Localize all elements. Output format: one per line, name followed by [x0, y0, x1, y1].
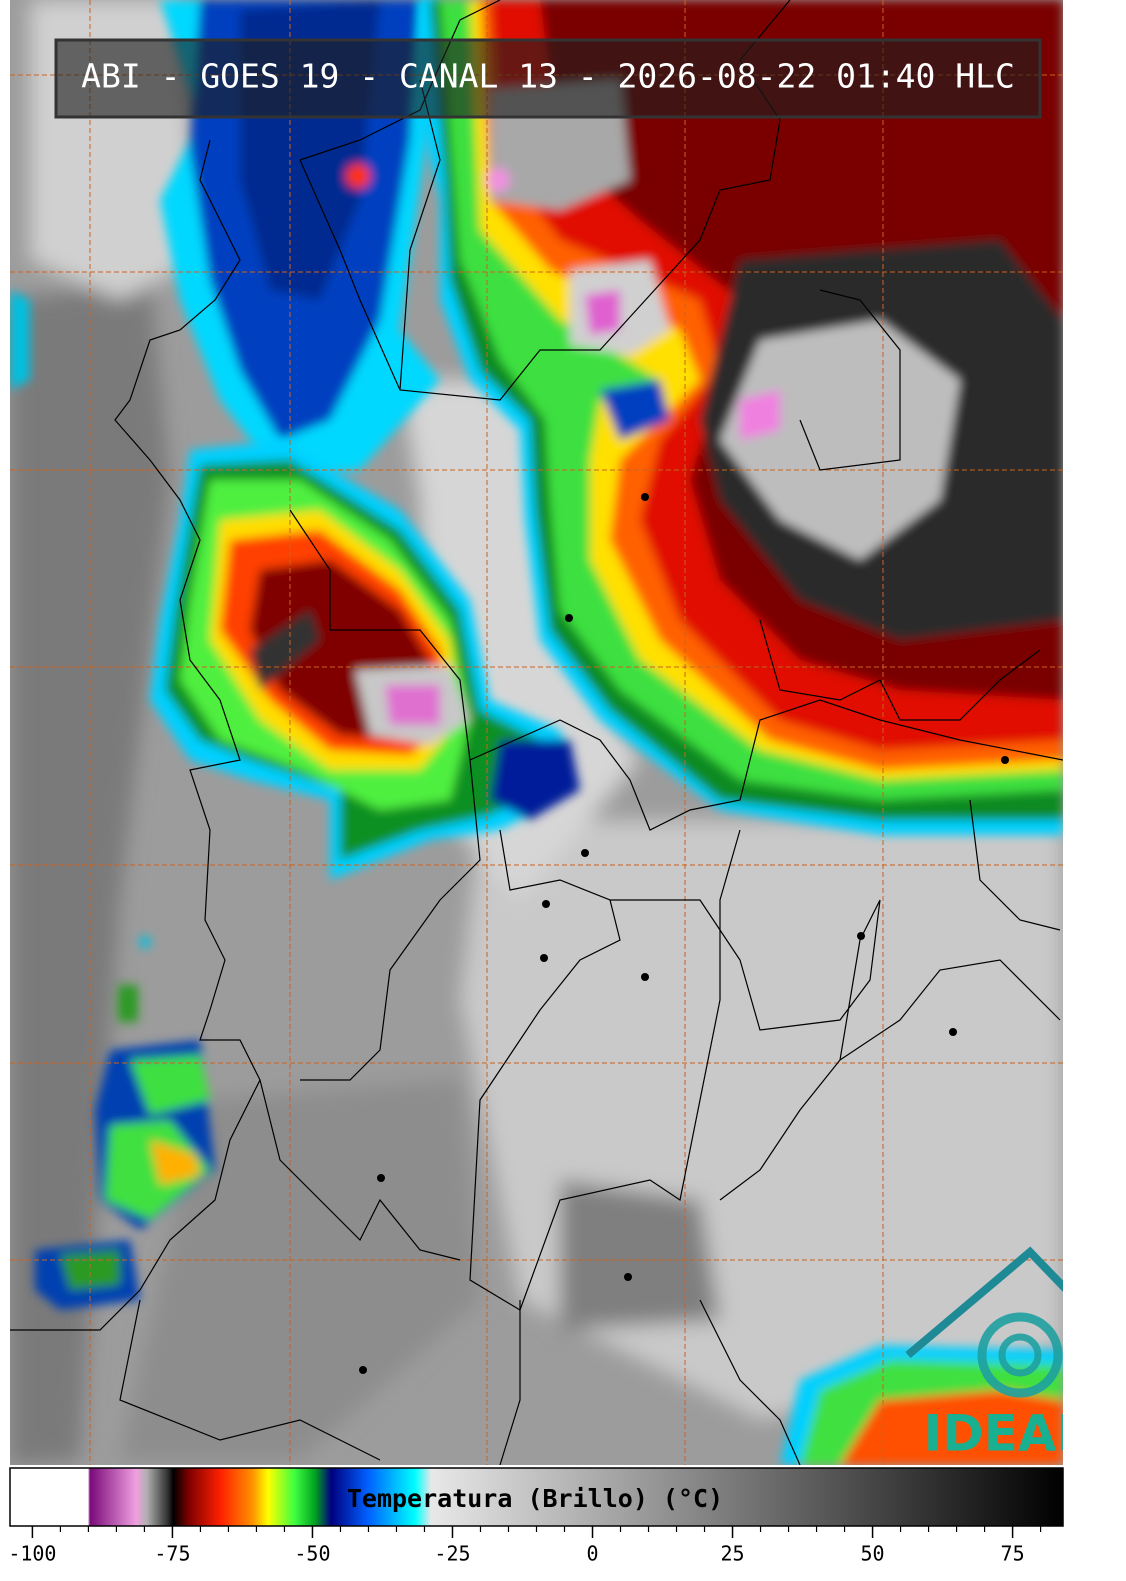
ideam-logo: IDEAM — [905, 1246, 1107, 1463]
colorbar-axis: -100 -75 -50 -25 0 25 50 75 — [8, 1526, 1042, 1566]
tick-label: 0 — [586, 1542, 598, 1566]
tick-label: -75 — [154, 1542, 190, 1566]
title: ABI - GOES 19 - CANAL 13 - 2026-08-22 01… — [81, 57, 1015, 96]
tick-label: 75 — [1001, 1542, 1025, 1566]
satellite-map: IDEAM — [10, 0, 1107, 1465]
logo-text: IDEAM — [924, 1405, 1107, 1463]
title-box — [54, 38, 1042, 119]
tick-label: -25 — [434, 1542, 470, 1566]
tick-label: -50 — [294, 1542, 330, 1566]
tick-label: -100 — [8, 1542, 56, 1566]
tick-label: 50 — [861, 1542, 885, 1566]
tick-label: 25 — [720, 1542, 744, 1566]
colorbar-label: Temperatura (Brillo) (°C) — [347, 1484, 723, 1513]
